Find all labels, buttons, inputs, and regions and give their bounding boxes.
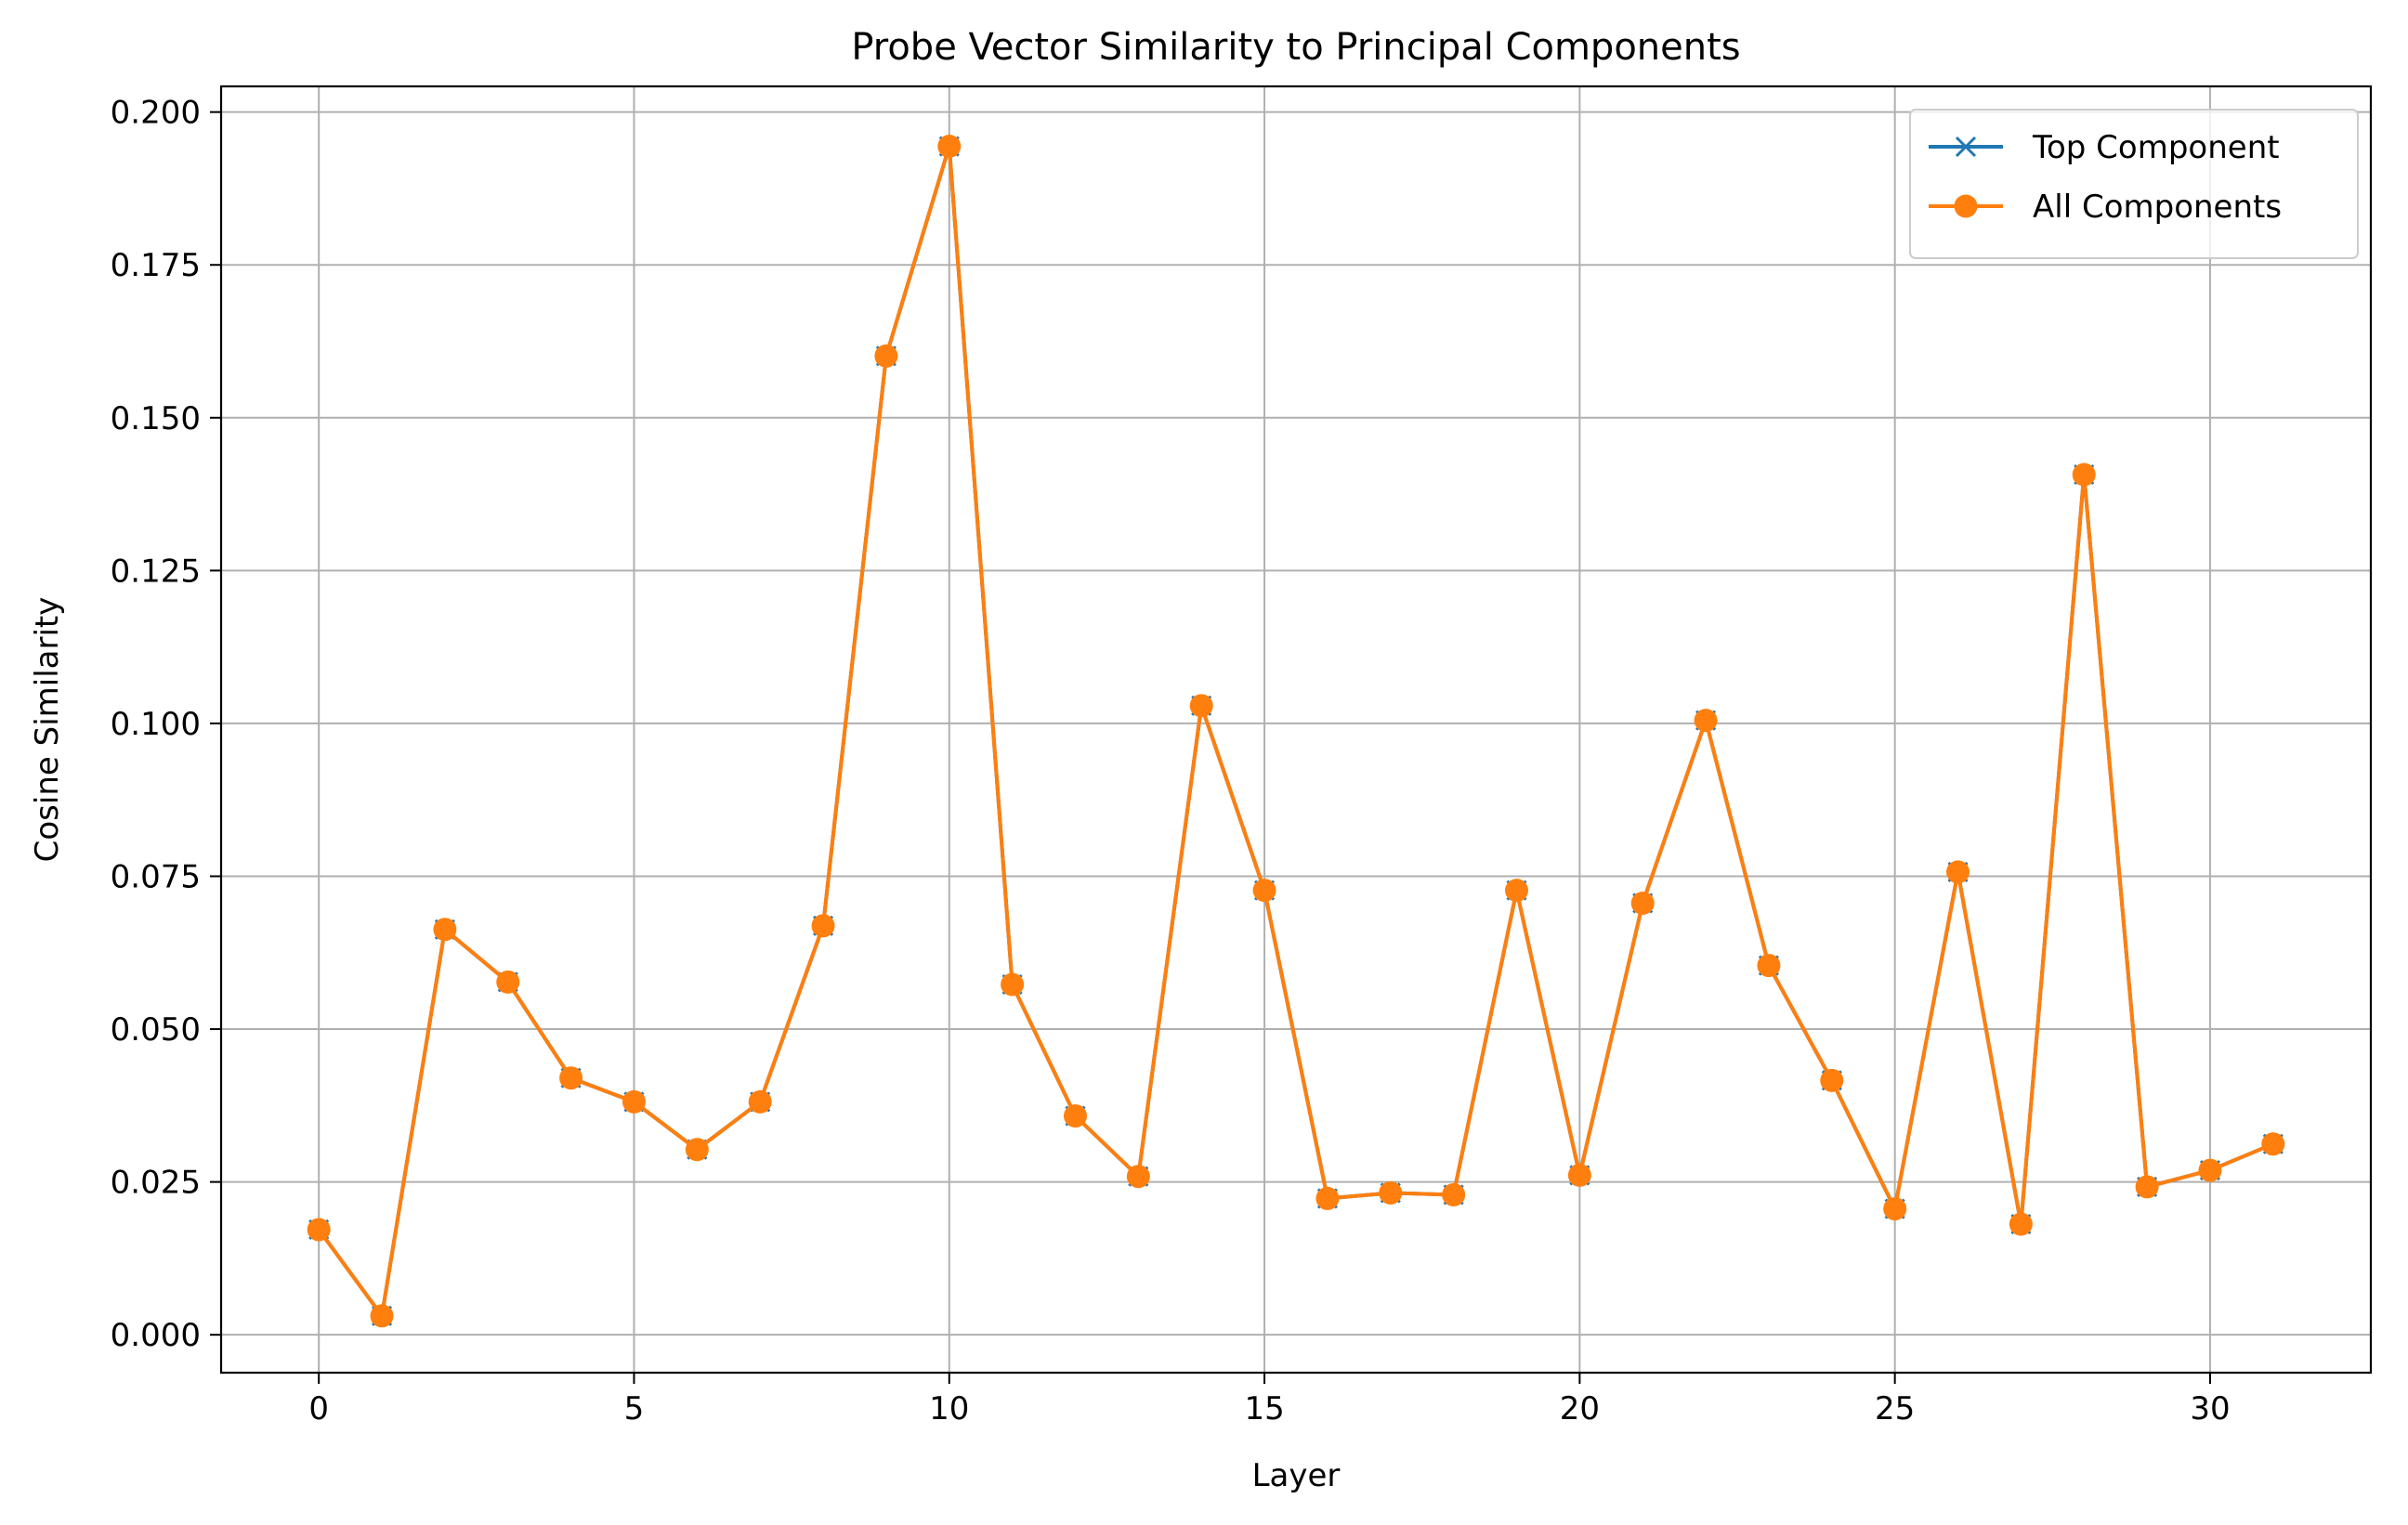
x-tick-label: 10 (929, 1390, 969, 1427)
chart-title: Probe Vector Similarity to Principal Com… (851, 26, 1740, 69)
data-point (874, 344, 898, 368)
data-point (2135, 1175, 2159, 1199)
data-point (2009, 1212, 2033, 1236)
x-tick-label: 15 (1244, 1390, 1284, 1427)
x-tick-label: 30 (2190, 1390, 2230, 1427)
data-point (1946, 860, 1970, 884)
x-tick-label: 20 (1560, 1390, 1600, 1427)
data-point (748, 1089, 772, 1114)
legend-item-2: All Components (1929, 189, 2282, 226)
ticks: 0 5 10 15 20 25 30 0.000 0.025 0.050 0.075 0.100 0.1… (111, 95, 2231, 1427)
y-tick-label: 0.150 (111, 400, 201, 437)
data-point (1315, 1186, 1340, 1210)
y-tick-label: 0.125 (111, 553, 201, 590)
grid (221, 86, 2371, 1373)
data-point (1442, 1182, 1466, 1206)
x-tick-label: 5 (624, 1390, 645, 1427)
y-axis-label: Cosine Similarity (29, 597, 66, 863)
y-tick-label: 0.075 (111, 858, 201, 895)
data-point (2261, 1132, 2285, 1156)
data-point (1505, 879, 1529, 903)
data-point (1252, 879, 1276, 903)
data-point (433, 918, 457, 942)
legend-marker (1955, 136, 1977, 158)
data-point (1063, 1104, 1087, 1128)
legend-label: All Components (2033, 189, 2282, 226)
legend-label: Top Component (2032, 129, 2280, 166)
series (307, 135, 2285, 1328)
data-point (1757, 954, 1781, 978)
axes-frame (219, 85, 2373, 1375)
data-point (1820, 1068, 1844, 1092)
x-tick-label: 25 (1875, 1390, 1915, 1427)
data-point (496, 970, 520, 994)
data-point (559, 1066, 583, 1090)
series-line (317, 144, 2274, 1318)
data-point (370, 1304, 394, 1328)
data-point (1630, 891, 1655, 915)
data-point (1694, 709, 1718, 733)
data-point (2198, 1158, 2222, 1182)
data-point (1126, 1165, 1150, 1189)
data-point (1189, 694, 1213, 718)
y-tick-label: 0.000 (111, 1317, 201, 1354)
series-2 (307, 135, 2285, 1328)
y-tick-label: 0.175 (111, 247, 201, 284)
data-point (1001, 972, 1025, 997)
data-point (685, 1138, 709, 1162)
y-tick-label: 0.025 (111, 1165, 201, 1202)
legend-item-1: Top Component (1929, 129, 2280, 166)
data-point (1567, 1163, 1591, 1187)
data-point (307, 1218, 331, 1242)
y-tick-label: 0.100 (111, 706, 201, 743)
legend-box (1909, 109, 2359, 259)
y-tick-label: 0.050 (111, 1011, 201, 1049)
data-point (1883, 1197, 1907, 1221)
legend: Top Component All Components (1909, 109, 2359, 259)
data-point (622, 1089, 646, 1114)
legend-marker (1954, 194, 1978, 218)
data-point (1379, 1180, 1403, 1205)
y-tick-label: 0.200 (111, 95, 201, 132)
data-point (2072, 463, 2096, 487)
data-point (811, 914, 835, 938)
x-tick-label: 0 (308, 1390, 329, 1427)
data-point (937, 135, 962, 159)
x-axis-label: Layer (1252, 1457, 1341, 1494)
